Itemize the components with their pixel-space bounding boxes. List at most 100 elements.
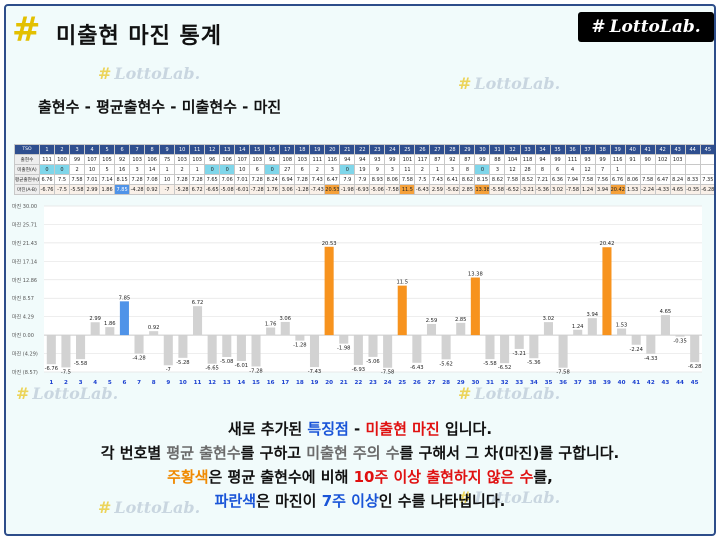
table-cell: 6.47	[654, 174, 671, 185]
table-cell: 0	[54, 164, 71, 175]
data-label: -6.52	[498, 365, 511, 371]
bar	[193, 306, 203, 336]
table-cell: 1.76	[264, 184, 281, 195]
table-cell: 1	[189, 164, 206, 175]
table-cell: -1.98	[339, 184, 356, 195]
table-cell: 7.65	[204, 174, 221, 185]
table-cell	[639, 164, 656, 175]
table-row: 미출현(A) 0 0 2 10 5 16 3 14 1 2 1 0 0 10 6 0 27 6 2 3 0 19 9 3 11 2 1…	[14, 164, 714, 175]
bar	[324, 246, 334, 336]
table-cell: 0	[264, 164, 281, 175]
bar	[46, 335, 56, 365]
table-cell: 38	[594, 144, 611, 155]
data-label: 3.06	[279, 316, 291, 322]
watermark: # LottoLab.	[458, 74, 561, 93]
table-cell: 36	[564, 144, 581, 155]
table-cell: 15	[249, 144, 266, 155]
table-cell: -6.76	[38, 184, 56, 195]
table-cell: 7.5	[54, 174, 71, 185]
table-row-label: 출현수	[14, 154, 40, 165]
bar	[309, 335, 320, 368]
data-label: -6.28	[688, 364, 701, 370]
table-cell: 2	[414, 164, 431, 175]
table-cell: 1	[609, 164, 626, 175]
x-tick-label: 13	[223, 380, 231, 386]
table-cell: -5.36	[534, 184, 551, 195]
table-cell: 111	[38, 154, 56, 165]
table-cell: 24	[384, 144, 401, 155]
table-cell: -6.01	[234, 184, 251, 195]
table-cell: 4.65	[669, 184, 686, 195]
caption-segment: 은 마진이	[256, 492, 322, 510]
data-label: -5.28	[176, 360, 189, 366]
x-tick-label: 11	[194, 380, 202, 386]
table-cell: 93	[579, 154, 596, 165]
caption-line-3: 주황색은 평균 출현수에 비해 10주 이상 출현하지 않은 수를,	[6, 466, 714, 487]
table-cell: 1.24	[579, 184, 596, 195]
table-cell: 16	[114, 164, 131, 175]
table-cell: 75	[159, 154, 176, 165]
bar	[119, 301, 129, 336]
bar	[90, 322, 100, 336]
table-cell: -5.28	[174, 184, 191, 195]
table-cell: -6.93	[354, 184, 371, 195]
table-cell: -5.58	[489, 184, 506, 195]
x-tick-label: 42	[647, 380, 655, 386]
subtitle: 출현수 - 평균출현수 - 미출현수 - 마진	[38, 98, 282, 116]
table-cell: 12	[504, 164, 521, 175]
table-cell: 19	[354, 164, 371, 175]
table-cell: 107	[84, 154, 101, 165]
table-cell: 7.5	[414, 174, 431, 185]
y-tick-label: 마진 25.71	[12, 221, 37, 228]
table-cell: 6	[114, 144, 131, 155]
x-tick-label: 44	[676, 380, 684, 386]
table-cell: 20.53	[324, 184, 341, 195]
table-cell: 21	[339, 144, 356, 155]
bar	[426, 323, 437, 336]
table-cell: 3.06	[279, 184, 296, 195]
x-tick-label: 43	[662, 380, 670, 386]
bar	[61, 335, 71, 368]
table-cell: 99	[474, 154, 491, 165]
y-tick-label: 마진 12.86	[12, 277, 37, 284]
table-cell: -5.58	[69, 184, 86, 195]
bar	[280, 321, 290, 336]
table-cell: 1.86	[99, 184, 116, 195]
table-cell: 10	[159, 174, 176, 185]
x-tick-label: 30	[471, 380, 479, 386]
data-label: -0.35	[673, 339, 686, 345]
x-tick-label: 40	[618, 380, 626, 386]
bar	[529, 335, 539, 359]
x-tick-label: 21	[340, 380, 348, 386]
table-cell: -3.21	[519, 184, 536, 195]
table-cell: 16	[264, 144, 281, 155]
data-label: -5.08	[220, 359, 233, 365]
x-tick-label: 14	[238, 380, 246, 386]
y-tick-label: 마진 0.00	[12, 332, 34, 339]
table-cell: 6	[549, 164, 566, 175]
bar	[631, 335, 641, 345]
x-tick-label: 20	[325, 380, 333, 386]
table-cell: -7.58	[564, 184, 581, 195]
table-cell	[699, 154, 714, 165]
table-cell: 9	[369, 164, 386, 175]
table-cell: 2	[69, 164, 86, 175]
watermark: # LottoLab.	[98, 498, 201, 517]
table-cell: 8	[459, 164, 476, 175]
table-cell: 103	[174, 154, 191, 165]
table-cell	[684, 154, 701, 165]
table-cell: 7	[129, 144, 146, 155]
table-cell: 7.9	[339, 174, 356, 185]
table-cell: 2	[174, 164, 191, 175]
table-cell: 26	[414, 144, 431, 155]
table-cell: 7.21	[534, 174, 551, 185]
table-cell: 7.58	[639, 174, 656, 185]
caption-segment: 각 번호별	[100, 444, 167, 462]
x-tick-label: 26	[413, 380, 421, 386]
table-cell: 8.15	[474, 174, 491, 185]
table-cell: 108	[279, 154, 296, 165]
table-cell: 103	[249, 154, 266, 165]
table-row-label: 마진(A-B)	[14, 184, 40, 195]
table-cell: 111	[309, 154, 326, 165]
bar	[558, 335, 568, 368]
